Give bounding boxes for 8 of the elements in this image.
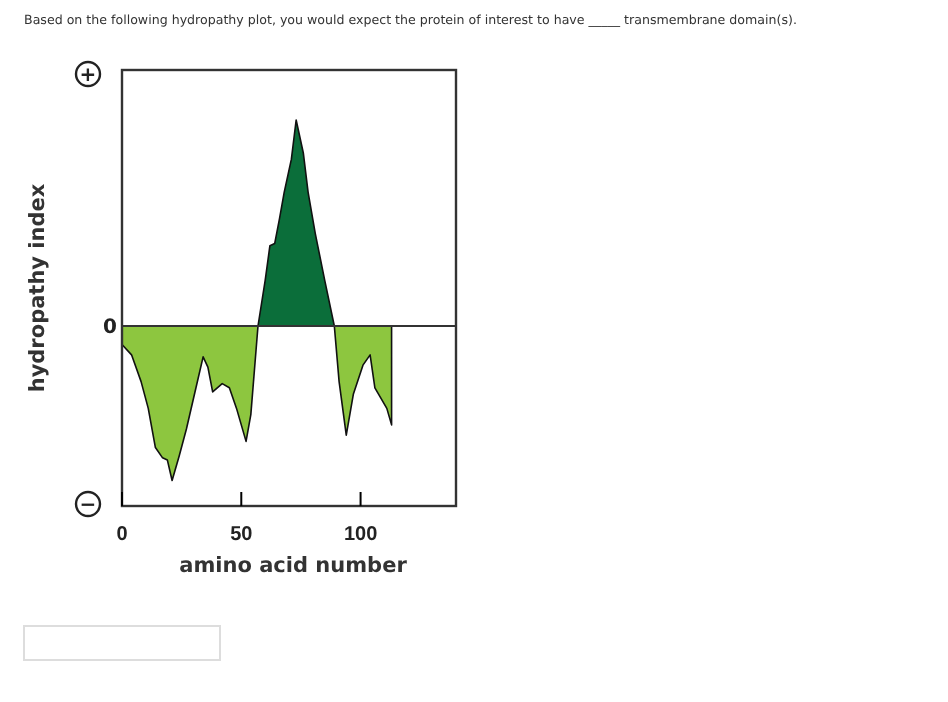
x-axis-title: amino acid number — [179, 554, 409, 578]
text: + — [79, 65, 97, 87]
x-tick-label: 0 — [116, 524, 129, 546]
text: − — [79, 495, 97, 517]
x-tick-label: 50 — [230, 524, 254, 546]
x-tick-label: 100 — [343, 524, 379, 546]
y-axis-title: hydropathy index — [26, 183, 50, 393]
text: 0 — [103, 317, 118, 339]
